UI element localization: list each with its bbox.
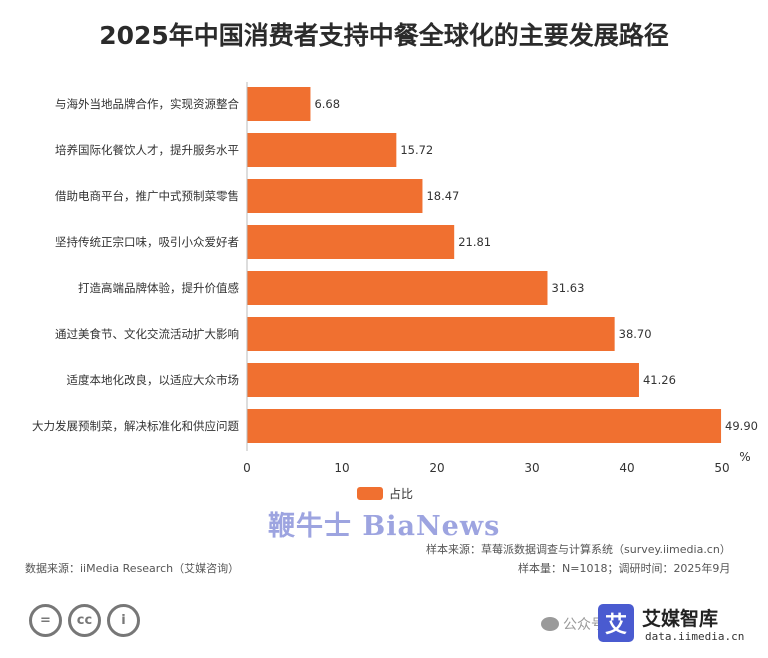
value-label: 31.63 xyxy=(551,281,584,295)
legend-swatch xyxy=(357,487,383,500)
legend: 占比 xyxy=(357,485,413,502)
bar xyxy=(247,363,639,397)
x-tick-label: 30 xyxy=(524,461,539,475)
legend-label: 占比 xyxy=(389,487,414,501)
bar xyxy=(247,179,423,213)
value-label: 6.68 xyxy=(314,97,340,111)
bar xyxy=(247,87,311,121)
category-label: 打造高端品牌体验，提升价值感 xyxy=(78,281,239,295)
category-label: 借助电商平台，推广中式预制菜零售 xyxy=(55,189,239,203)
category-label: 培养国际化餐饮人才，提升服务水平 xyxy=(55,143,239,157)
watermark-text: 鞭牛士 BiaNews xyxy=(268,511,501,542)
category-label: 通过美食节、文化交流活动扩大影响 xyxy=(55,327,239,341)
bar xyxy=(247,409,722,443)
equals-icon: = xyxy=(29,604,62,637)
value-labels-group: 6.68 15.72 18.47 21.81 31.63 38.70 41.26 49.90 xyxy=(314,97,758,433)
person-icon: i xyxy=(107,604,140,637)
category-label: 适度本地化改良，以适应大众市场 xyxy=(67,373,240,387)
brand-url: data.iimedia.cn xyxy=(645,630,745,643)
value-label: 21.81 xyxy=(458,235,491,249)
x-tick-label: 0 xyxy=(243,461,251,475)
category-label: 大力发展预制菜，解决标准化和供应问题 xyxy=(32,419,239,433)
bars-group xyxy=(247,87,722,443)
value-label: 18.47 xyxy=(426,189,459,203)
x-tick-label: 10 xyxy=(334,461,349,475)
x-tick-label: 40 xyxy=(619,461,634,475)
x-tick-label: 50 xyxy=(714,461,729,475)
bar xyxy=(247,133,397,167)
wechat-account: 公众号 xyxy=(541,614,605,634)
x-tick-label: 20 xyxy=(429,461,444,475)
brand-logo-icon: 艾 xyxy=(598,604,634,642)
bar xyxy=(247,271,548,305)
value-label: 41.26 xyxy=(643,373,676,387)
sample-source: 样本来源：草莓派数据调查与计算系统（survey.iimedia.cn） xyxy=(426,543,731,556)
bar-chart: 与海外当地品牌合作，实现资源整合培养国际化餐饮人才，提升服务水平借助电商平台，推… xyxy=(32,82,758,475)
x-ticks-group: 0 10 20 30 40 50 xyxy=(243,461,729,475)
sample-size: 样本量：N=1018；调研时间：2025年9月 xyxy=(518,562,731,575)
x-axis-unit: % xyxy=(739,450,750,464)
value-label: 38.70 xyxy=(619,327,652,341)
license-icons: = cc i xyxy=(29,604,140,637)
category-labels-group: 与海外当地品牌合作，实现资源整合培养国际化餐饮人才，提升服务水平借助电商平台，推… xyxy=(32,97,239,433)
category-label: 与海外当地品牌合作，实现资源整合 xyxy=(55,97,239,111)
bar xyxy=(247,317,615,351)
brand-name: 艾媒智库 xyxy=(642,608,719,630)
cc-icon: cc xyxy=(68,604,101,637)
value-label: 49.90 xyxy=(725,419,758,433)
category-label: 坚持传统正宗口味，吸引小众爱好者 xyxy=(55,235,239,249)
data-source: 数据来源：iiMedia Research（艾媒咨询） xyxy=(25,562,240,575)
wechat-text: 公众号 xyxy=(563,617,605,633)
value-label: 15.72 xyxy=(400,143,433,157)
chart-title: 2025年中国消费者支持中餐全球化的主要发展路径 xyxy=(99,21,669,50)
bar xyxy=(247,225,455,259)
wechat-icon xyxy=(541,617,559,631)
